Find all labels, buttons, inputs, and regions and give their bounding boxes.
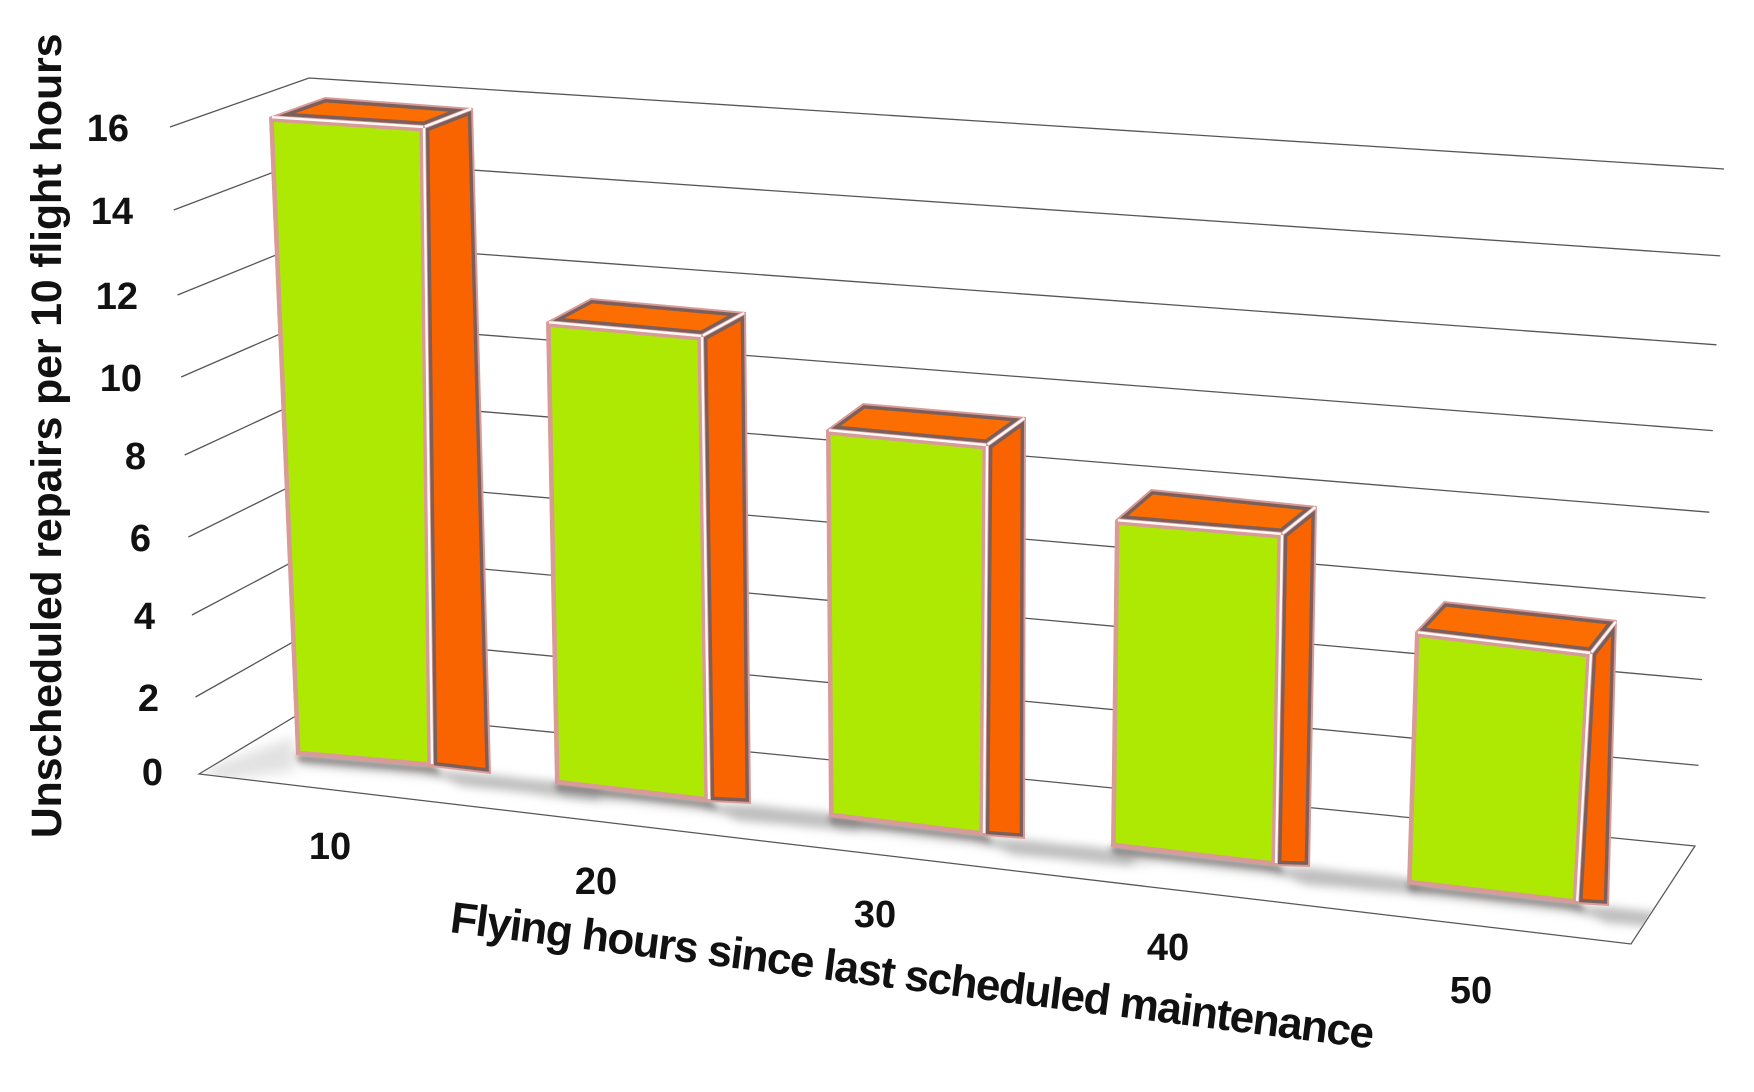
svg-text:40: 40 xyxy=(1147,927,1189,969)
svg-text:6: 6 xyxy=(130,518,151,560)
svg-text:30: 30 xyxy=(854,894,896,936)
svg-text:12: 12 xyxy=(96,276,138,318)
svg-text:Unscheduled repairs per 10 fli: Unscheduled repairs per 10 flight hours xyxy=(23,34,71,839)
svg-text:0: 0 xyxy=(142,752,163,794)
svg-text:14: 14 xyxy=(91,191,133,233)
svg-text:10: 10 xyxy=(309,826,351,868)
svg-text:50: 50 xyxy=(1450,970,1492,1012)
svg-text:16: 16 xyxy=(87,108,129,150)
svg-text:2: 2 xyxy=(138,678,159,720)
svg-text:4: 4 xyxy=(134,596,155,638)
svg-text:20: 20 xyxy=(575,861,617,903)
svg-text:10: 10 xyxy=(100,358,142,400)
svg-text:8: 8 xyxy=(125,436,146,478)
